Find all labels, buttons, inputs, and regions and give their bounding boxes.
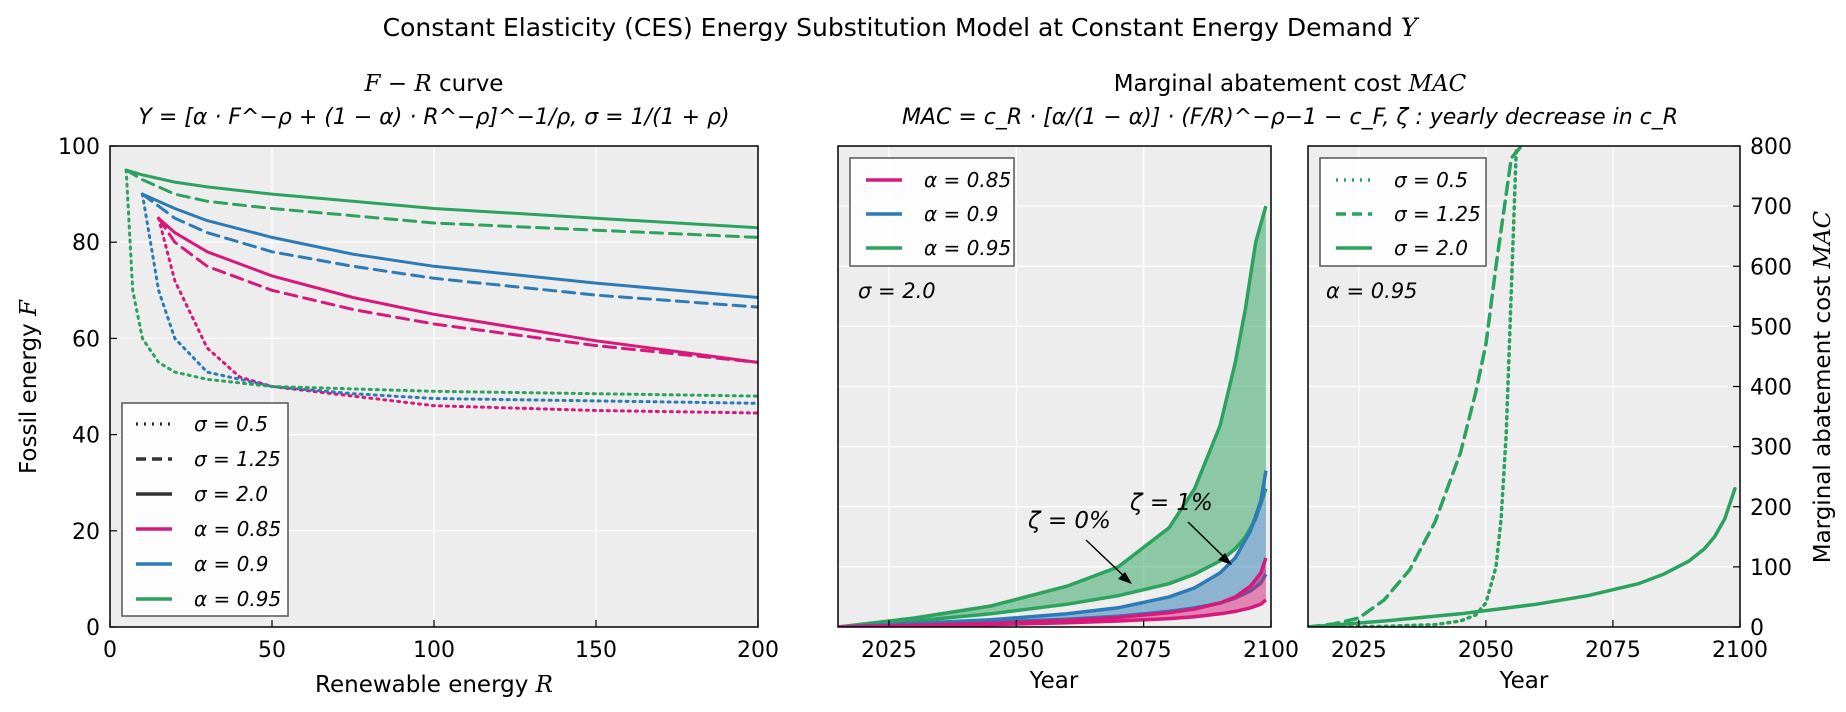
y-tick-label: 0 — [1750, 616, 1764, 641]
panel3-series — [1308, 146, 1737, 627]
y-tick-label: 800 — [1750, 135, 1792, 160]
panel1-xlabel: Renewable energy R — [315, 672, 553, 698]
y-tick-label: 0 — [86, 616, 100, 641]
y-tick-label: 100 — [1750, 556, 1792, 581]
panel2-sigma-annotation: σ = 2.0 — [858, 279, 936, 303]
legend-label: σ = 2.0 — [1394, 236, 1468, 260]
band-upper-line — [838, 205, 1268, 627]
band-lower-line — [838, 598, 1268, 627]
panel3-legend: σ = 0.5 σ = 1.25 σ = 2.0 — [1319, 157, 1487, 267]
panel-mac-alpha: 2025 2050 2075 2100 Year σ = 2.0 ζ = 0% ζ =… — [837, 145, 1299, 694]
series-line — [1308, 146, 1524, 627]
panel-fr-curve: 0 50 100 150 200 0 20 40 60 80 100 F − R curve Y =… — [16, 71, 779, 698]
x-tick-label: 2050 — [1458, 638, 1514, 663]
panel1-legend: σ = 0.5 σ = 1.25 σ = 2.0 α = 0.85 α = 0.9 α =… — [121, 402, 289, 617]
y-tick-label: 300 — [1750, 436, 1792, 461]
panel2-xlabel: Year — [1029, 668, 1079, 694]
panel1-ticks: 0 50 100 150 200 0 20 40 60 80 100 — [58, 135, 779, 663]
series-line — [124, 168, 758, 398]
panel1-subtitle: Y = [α · F^−ρ + (1 − α) · R^−ρ]^−1/ρ, σ … — [138, 105, 729, 130]
x-tick-label: 0 — [103, 638, 117, 663]
x-tick-label: 2025 — [861, 638, 917, 663]
y-tick-label: 80 — [72, 231, 100, 256]
legend-label: σ = 0.5 — [1394, 168, 1468, 192]
x-tick-label: 50 — [258, 638, 286, 663]
x-tick-label: 200 — [737, 638, 779, 663]
legend-label: α = 0.85 — [924, 168, 1011, 192]
panel2-title: Marginal abatement cost MAC — [1114, 71, 1467, 97]
panel2-zeta0-arrow — [1085, 539, 1132, 584]
y-tick-label: 20 — [72, 520, 100, 545]
legend-label: σ = 0.5 — [194, 412, 268, 436]
panel1-title: F − R curve — [364, 71, 504, 97]
panel2-zeta0-annotation: ζ = 0% — [1027, 508, 1111, 534]
series-line — [140, 192, 758, 299]
x-tick-label: 150 — [575, 638, 617, 663]
series-line — [140, 192, 758, 309]
panel2-frame — [837, 145, 1272, 628]
y-tick-label: 600 — [1750, 255, 1792, 280]
y-tick-label: 40 — [72, 424, 100, 449]
legend-label: α = 0.95 — [194, 587, 281, 611]
band-upper-line — [838, 470, 1268, 627]
series-line — [157, 216, 758, 364]
panel2-series — [838, 205, 1268, 627]
series-line — [1308, 486, 1737, 627]
panel3-alpha-annotation: α = 0.95 — [1326, 279, 1418, 303]
legend-label: α = 0.9 — [194, 552, 268, 576]
panel1-series — [124, 168, 758, 415]
panel3-xlabel: Year — [1499, 668, 1549, 694]
series-line — [124, 168, 758, 230]
panel2-zeta1-arrow — [1187, 521, 1232, 565]
panel3-ylabel: Marginal abatement cost MAC — [1810, 210, 1836, 563]
panel1-ylabel: Fossil energy F — [16, 299, 42, 474]
series-line — [124, 168, 758, 239]
x-tick-label: 2050 — [988, 638, 1044, 663]
figure-title: Constant Elasticity (CES) Energy Substit… — [383, 13, 1420, 42]
x-tick-label: 100 — [413, 638, 455, 663]
legend-label: α = 0.95 — [924, 236, 1011, 260]
y-tick-label: 400 — [1750, 376, 1792, 401]
x-tick-label: 2100 — [1243, 638, 1299, 663]
panel2-ticks: 2025 2050 2075 2100 — [861, 620, 1299, 663]
y-tick-label: 100 — [58, 135, 100, 160]
x-tick-label: 2025 — [1331, 638, 1387, 663]
panel2-zeta1-annotation: ζ = 1% — [1129, 490, 1213, 516]
y-tick-label: 200 — [1750, 496, 1792, 521]
y-tick-label: 60 — [72, 327, 100, 352]
series-line — [1308, 146, 1519, 627]
panel2-legend: α = 0.85 α = 0.9 α = 0.95 — [849, 157, 1015, 267]
legend-label: σ = 1.25 — [1394, 202, 1481, 226]
x-tick-label: 2075 — [1116, 638, 1172, 663]
series-line — [157, 216, 758, 364]
panel2-subtitle: MAC = c_R · [α/(1 − α)] · (F/R)^−ρ−1 − c… — [902, 105, 1678, 130]
legend-label: α = 0.9 — [924, 202, 998, 226]
legend-label: σ = 1.25 — [194, 447, 281, 471]
y-tick-label: 700 — [1750, 195, 1792, 220]
panel1-legend-box — [121, 402, 289, 617]
legend-label: α = 0.85 — [194, 517, 281, 541]
y-tick-label: 500 — [1750, 315, 1792, 340]
legend-label: σ = 2.0 — [194, 482, 268, 506]
x-tick-label: 2100 — [1712, 638, 1768, 663]
x-tick-label: 2075 — [1585, 638, 1641, 663]
